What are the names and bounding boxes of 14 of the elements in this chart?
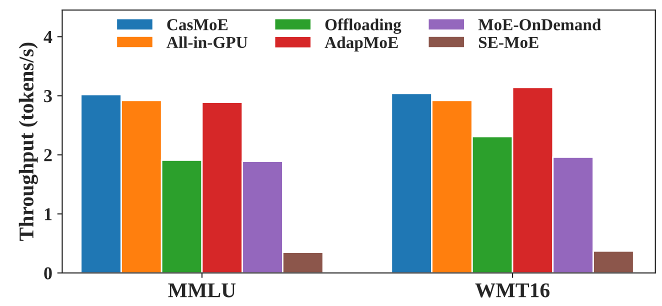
y-tick-label: 2 bbox=[44, 149, 52, 162]
legend-label: Offloading bbox=[325, 18, 402, 34]
y-tick-label: 0 bbox=[44, 267, 52, 280]
legend-label: AdapMoE bbox=[324, 36, 398, 52]
legend-label: MoE-OnDemand bbox=[478, 18, 602, 30]
y-tick-label: 3 bbox=[44, 90, 52, 102]
legend-label: CasMoE bbox=[167, 19, 228, 30]
x-tick-label: MMLU bbox=[168, 283, 236, 298]
y-tick-label: 1 bbox=[44, 208, 52, 220]
y-tick-label: 4 bbox=[44, 31, 52, 43]
x-tick-label: WMT16 bbox=[475, 283, 550, 298]
legend-label: SE-MoE bbox=[478, 36, 538, 48]
y-axis-title: Throughput (tokens/s) bbox=[18, 42, 38, 241]
legend-label: All-in-GPU bbox=[166, 36, 248, 48]
